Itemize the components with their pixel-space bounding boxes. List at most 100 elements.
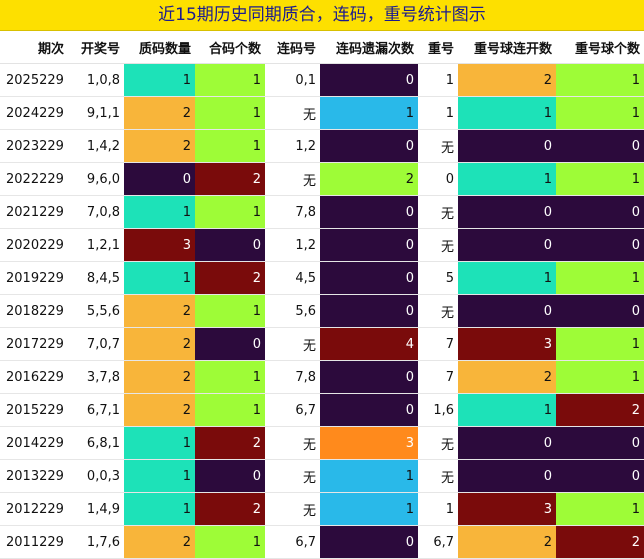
draw-number-cell: 6,8,1 (68, 426, 124, 460)
consecutive-miss-cell: 0 (320, 63, 418, 97)
period-cell: 2011229 (0, 525, 68, 559)
table-row: 2023229 1,4,2 2 1 1,2 0 无 0 0 (0, 129, 644, 163)
table-row: 2024229 9,1,1 2 1 无 1 1 1 1 (0, 96, 644, 130)
period-cell: 2012229 (0, 492, 68, 526)
repeat-count-cell: 1 (556, 492, 644, 526)
repeat-streak-cell: 0 (458, 129, 556, 163)
period-cell: 2016229 (0, 360, 68, 394)
repeat-number-cell: 无 (418, 426, 458, 460)
consecutive-number-cell: 无 (265, 459, 320, 493)
repeat-count-cell: 0 (556, 228, 644, 262)
repeat-count-cell: 0 (556, 459, 644, 493)
composite-count-cell: 2 (195, 426, 265, 460)
repeat-number-cell: 无 (418, 195, 458, 229)
period-cell: 2024229 (0, 96, 68, 130)
repeat-streak-cell: 0 (458, 195, 556, 229)
repeat-count-cell: 1 (556, 162, 644, 196)
consecutive-number-cell: 7,8 (265, 360, 320, 394)
composite-count-cell: 1 (195, 195, 265, 229)
draw-number-cell: 3,7,8 (68, 360, 124, 394)
consecutive-miss-cell: 0 (320, 294, 418, 328)
consecutive-number-cell: 5,6 (265, 294, 320, 328)
prime-count-cell: 2 (124, 393, 195, 427)
period-cell: 2018229 (0, 294, 68, 328)
consecutive-miss-cell: 4 (320, 327, 418, 361)
repeat-streak-cell: 0 (458, 228, 556, 262)
table-row: 2021229 7,0,8 1 1 7,8 0 无 0 0 (0, 195, 644, 229)
period-cell: 2014229 (0, 426, 68, 460)
consecutive-miss-cell: 1 (320, 492, 418, 526)
table-row: 2025229 1,0,8 1 1 0,1 0 1 2 1 (0, 63, 644, 97)
consecutive-number-cell: 无 (265, 492, 320, 526)
repeat-number-cell: 1 (418, 96, 458, 130)
composite-count-cell: 1 (195, 63, 265, 97)
composite-count-cell: 1 (195, 294, 265, 328)
repeat-count-cell: 1 (556, 261, 644, 295)
composite-count-cell: 2 (195, 492, 265, 526)
repeat-count-cell: 0 (556, 294, 644, 328)
repeat-count-cell: 2 (556, 525, 644, 559)
consecutive-number-cell: 0,1 (265, 63, 320, 97)
composite-count-cell: 1 (195, 525, 265, 559)
stats-table: 期次 开奖号 质码数量 合码个数 连码号 连码遗漏次数 重号 重号球连开数 重号… (0, 31, 644, 559)
repeat-number-cell: 无 (418, 294, 458, 328)
consecutive-miss-cell: 0 (320, 261, 418, 295)
repeat-number-cell: 7 (418, 327, 458, 361)
table-row: 2012229 1,4,9 1 2 无 1 1 3 1 (0, 492, 644, 526)
repeat-streak-cell: 2 (458, 63, 556, 97)
consecutive-miss-cell: 0 (320, 195, 418, 229)
repeat-number-cell: 7 (418, 360, 458, 394)
repeat-streak-cell: 3 (458, 327, 556, 361)
composite-count-cell: 0 (195, 228, 265, 262)
consecutive-number-cell: 7,8 (265, 195, 320, 229)
repeat-count-cell: 1 (556, 327, 644, 361)
repeat-count-cell: 1 (556, 96, 644, 130)
consecutive-miss-cell: 0 (320, 525, 418, 559)
composite-count-cell: 0 (195, 327, 265, 361)
repeat-streak-cell: 0 (458, 426, 556, 460)
col-header-consecutive-number: 连码号 (265, 31, 320, 64)
prime-count-cell: 1 (124, 195, 195, 229)
draw-number-cell: 9,6,0 (68, 162, 124, 196)
consecutive-miss-cell: 0 (320, 228, 418, 262)
repeat-number-cell: 1,6 (418, 393, 458, 427)
col-header-draw-number: 开奖号 (68, 31, 124, 64)
col-header-prime-count: 质码数量 (124, 31, 195, 64)
prime-count-cell: 0 (124, 162, 195, 196)
period-cell: 2023229 (0, 129, 68, 163)
prime-count-cell: 2 (124, 294, 195, 328)
repeat-number-cell: 6,7 (418, 525, 458, 559)
repeat-count-cell: 1 (556, 63, 644, 97)
repeat-number-cell: 无 (418, 228, 458, 262)
composite-count-cell: 0 (195, 459, 265, 493)
composite-count-cell: 1 (195, 393, 265, 427)
consecutive-number-cell: 1,2 (265, 228, 320, 262)
period-cell: 2017229 (0, 327, 68, 361)
repeat-number-cell: 1 (418, 63, 458, 97)
draw-number-cell: 0,0,3 (68, 459, 124, 493)
consecutive-number-cell: 无 (265, 162, 320, 196)
repeat-streak-cell: 1 (458, 96, 556, 130)
prime-count-cell: 2 (124, 360, 195, 394)
consecutive-number-cell: 无 (265, 96, 320, 130)
prime-count-cell: 2 (124, 129, 195, 163)
header-row: 期次 开奖号 质码数量 合码个数 连码号 连码遗漏次数 重号 重号球连开数 重号… (0, 31, 644, 64)
consecutive-number-cell: 6,7 (265, 525, 320, 559)
consecutive-miss-cell: 1 (320, 96, 418, 130)
period-cell: 2020229 (0, 228, 68, 262)
table-row: 2011229 1,7,6 2 1 6,7 0 6,7 2 2 (0, 525, 644, 559)
table-row: 2022229 9,6,0 0 2 无 2 0 1 1 (0, 162, 644, 196)
repeat-number-cell: 1 (418, 492, 458, 526)
repeat-count-cell: 1 (556, 360, 644, 394)
col-header-repeat-count: 重号球个数 (556, 31, 644, 64)
composite-count-cell: 2 (195, 162, 265, 196)
prime-count-cell: 1 (124, 63, 195, 97)
col-header-consecutive-miss: 连码遗漏次数 (320, 31, 418, 64)
draw-number-cell: 8,4,5 (68, 261, 124, 295)
draw-number-cell: 1,2,1 (68, 228, 124, 262)
period-cell: 2025229 (0, 63, 68, 97)
period-cell: 2015229 (0, 393, 68, 427)
composite-count-cell: 1 (195, 360, 265, 394)
draw-number-cell: 1,7,6 (68, 525, 124, 559)
period-cell: 2019229 (0, 261, 68, 295)
